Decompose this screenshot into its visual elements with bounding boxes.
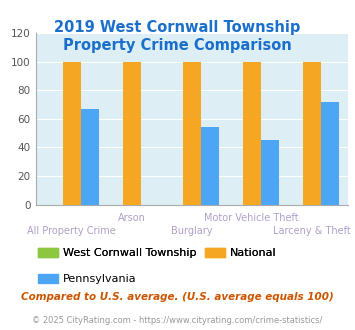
Text: Arson: Arson xyxy=(118,213,146,223)
Bar xyxy=(183,62,201,205)
Bar xyxy=(62,62,81,205)
Bar xyxy=(261,140,279,205)
Bar xyxy=(122,62,141,205)
Legend: Pennsylvania: Pennsylvania xyxy=(34,270,141,289)
Text: All Property Crime: All Property Crime xyxy=(27,226,116,236)
Bar xyxy=(243,62,261,205)
Text: Motor Vehicle Theft: Motor Vehicle Theft xyxy=(204,213,299,223)
Bar xyxy=(201,127,219,205)
Bar xyxy=(81,109,99,205)
Text: Burglary: Burglary xyxy=(171,226,212,236)
Text: Compared to U.S. average. (U.S. average equals 100): Compared to U.S. average. (U.S. average … xyxy=(21,292,334,302)
Bar xyxy=(303,62,321,205)
Text: 2019 West Cornwall Township
Property Crime Comparison: 2019 West Cornwall Township Property Cri… xyxy=(54,20,301,53)
Text: © 2025 CityRating.com - https://www.cityrating.com/crime-statistics/: © 2025 CityRating.com - https://www.city… xyxy=(32,315,323,325)
Text: Larceny & Theft: Larceny & Theft xyxy=(273,226,351,236)
Legend: West Cornwall Township, National: West Cornwall Township, National xyxy=(34,243,281,262)
Bar xyxy=(321,102,339,205)
